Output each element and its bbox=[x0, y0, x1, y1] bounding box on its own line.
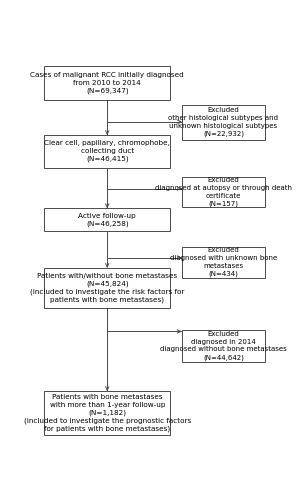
Text: Excluded
diagnosed in 2014
diagnosed without bone metastases
(N=44,642): Excluded diagnosed in 2014 diagnosed wit… bbox=[160, 331, 287, 360]
FancyBboxPatch shape bbox=[182, 246, 266, 278]
FancyBboxPatch shape bbox=[182, 105, 266, 140]
Text: Excluded
other histological subtypes and
unknown histological subtypes
(N=22,932: Excluded other histological subtypes and… bbox=[169, 108, 278, 137]
Text: Excluded
diagnosed at autopsy or through death
certificate
(N=157): Excluded diagnosed at autopsy or through… bbox=[155, 177, 292, 207]
FancyBboxPatch shape bbox=[44, 391, 170, 436]
FancyBboxPatch shape bbox=[44, 66, 170, 100]
FancyBboxPatch shape bbox=[44, 208, 170, 232]
Text: Clear cell, papillary, chromophobe,
collecting duct
(N=46,415): Clear cell, papillary, chromophobe, coll… bbox=[44, 140, 170, 162]
Text: Patients with bone metastases
with more than 1-year follow-up
(N=1,182)
(include: Patients with bone metastases with more … bbox=[24, 394, 191, 432]
FancyBboxPatch shape bbox=[44, 268, 170, 308]
FancyBboxPatch shape bbox=[44, 135, 170, 168]
FancyBboxPatch shape bbox=[182, 330, 266, 362]
Text: Patients with/without bone metastases
(N=45,824)
(included to investigate the ri: Patients with/without bone metastases (N… bbox=[30, 272, 184, 304]
FancyBboxPatch shape bbox=[182, 176, 266, 208]
Text: Cases of malignant RCC initially diagnosed
from 2010 to 2014
(N=69,347): Cases of malignant RCC initially diagnos… bbox=[30, 72, 184, 94]
Text: Excluded
diagnosed with unknown bone
metastases
(N=434): Excluded diagnosed with unknown bone met… bbox=[170, 247, 277, 277]
Text: Active follow-up
(N=46,258): Active follow-up (N=46,258) bbox=[78, 212, 136, 227]
